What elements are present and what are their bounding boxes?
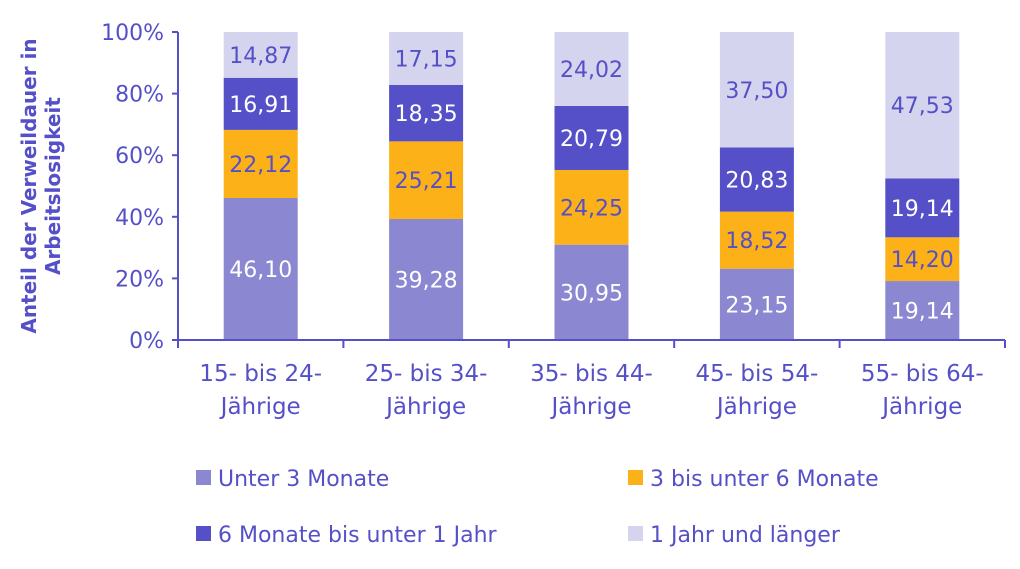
data-label: 14,20 bbox=[891, 248, 954, 273]
data-label: 20,79 bbox=[560, 127, 623, 152]
bar-segment bbox=[223, 77, 298, 130]
bar-segment bbox=[885, 178, 960, 238]
data-label: 18,52 bbox=[725, 229, 788, 254]
data-label: 14,87 bbox=[229, 44, 292, 69]
y-tick-label: 80% bbox=[115, 83, 164, 108]
y-tick-label: 40% bbox=[115, 206, 164, 231]
y-axis-title-line: Anteil der Verweildauer in bbox=[17, 38, 41, 333]
bars: 46,10 22,12 16,91 14,87 39,28 25,21 18,35 17,15… bbox=[223, 31, 960, 340]
x-tick-label: Jährige bbox=[219, 394, 301, 420]
legend-label: 6 Monate bis unter 1 Jahr bbox=[218, 523, 498, 548]
data-label: 16,91 bbox=[229, 93, 292, 118]
y-tick-label: 100% bbox=[101, 21, 164, 46]
bar-segment bbox=[719, 32, 794, 148]
legend-swatch bbox=[196, 526, 211, 541]
legend-swatch bbox=[628, 470, 643, 485]
bar-segment bbox=[885, 281, 960, 340]
x-tick-label: 55- bis 64- bbox=[861, 361, 984, 387]
x-tick-label: Jährige bbox=[549, 394, 631, 420]
legend-label: 3 bis unter 6 Monate bbox=[650, 467, 879, 492]
y-axis-title-line: Arbeitslosigkeit bbox=[41, 97, 65, 275]
data-label: 19,14 bbox=[891, 300, 954, 325]
data-label: 25,21 bbox=[395, 169, 458, 194]
bar-segment bbox=[223, 129, 298, 199]
data-label: 39,28 bbox=[395, 269, 458, 294]
x-tick-label: Jährige bbox=[384, 394, 466, 420]
bar-segment bbox=[554, 31, 629, 106]
x-tick-label: 15- bis 24- bbox=[199, 361, 322, 387]
bar-segment bbox=[719, 211, 794, 269]
data-label: 18,35 bbox=[395, 102, 458, 127]
bar-segment bbox=[389, 141, 464, 220]
bar-segment bbox=[389, 219, 464, 340]
x-tick-label: Jährige bbox=[880, 394, 962, 420]
legend-swatch bbox=[628, 526, 643, 541]
bar-segment bbox=[885, 31, 960, 179]
data-label: 37,50 bbox=[725, 79, 788, 104]
data-label: 22,12 bbox=[229, 153, 292, 178]
legend-label: 1 Jahr und länger bbox=[650, 523, 841, 548]
y-tick-label: 60% bbox=[115, 144, 164, 169]
x-axis-labels: 15- bis 24- Jährige 25- bis 34- Jährige 35- … bbox=[199, 361, 983, 420]
bar-segment bbox=[719, 268, 794, 340]
data-label: 24,02 bbox=[560, 58, 623, 83]
axes bbox=[177, 32, 1006, 348]
x-tick-label: 45- bis 54- bbox=[696, 361, 819, 387]
bar-segment bbox=[389, 84, 464, 142]
data-label: 47,53 bbox=[891, 94, 954, 119]
data-label: 17,15 bbox=[395, 47, 458, 72]
legend: Unter 3 Monate 3 bis unter 6 Monate 6 Mona… bbox=[196, 467, 879, 548]
x-tick-label: Jährige bbox=[715, 394, 797, 420]
data-label: 46,10 bbox=[229, 258, 292, 283]
x-tick-label: 35- bis 44- bbox=[530, 361, 653, 387]
bar-segment bbox=[554, 244, 629, 340]
data-label: 19,14 bbox=[891, 197, 954, 222]
y-tick-label: 20% bbox=[115, 267, 164, 292]
data-label: 23,15 bbox=[725, 293, 788, 318]
bar-segment bbox=[554, 169, 629, 245]
bar-segment bbox=[719, 147, 794, 212]
x-tick-label: 25- bis 34- bbox=[365, 361, 488, 387]
bar-segment bbox=[223, 198, 298, 340]
y-tick-label: 0% bbox=[129, 329, 164, 354]
legend-swatch bbox=[196, 470, 211, 485]
y-axis-title: Anteil der Verweildauer in Arbeitslosigke… bbox=[17, 38, 65, 333]
data-label: 20,83 bbox=[725, 169, 788, 194]
data-label: 30,95 bbox=[560, 281, 623, 306]
bar-segment bbox=[223, 32, 298, 78]
data-label: 24,25 bbox=[560, 196, 623, 221]
bar-segment bbox=[885, 237, 960, 282]
legend-label: Unter 3 Monate bbox=[218, 467, 389, 492]
bar-segment bbox=[554, 105, 629, 170]
bar-segment bbox=[389, 32, 464, 85]
y-axis-ticks: 0% 20% 40% 60% 80% 100% bbox=[101, 21, 178, 354]
